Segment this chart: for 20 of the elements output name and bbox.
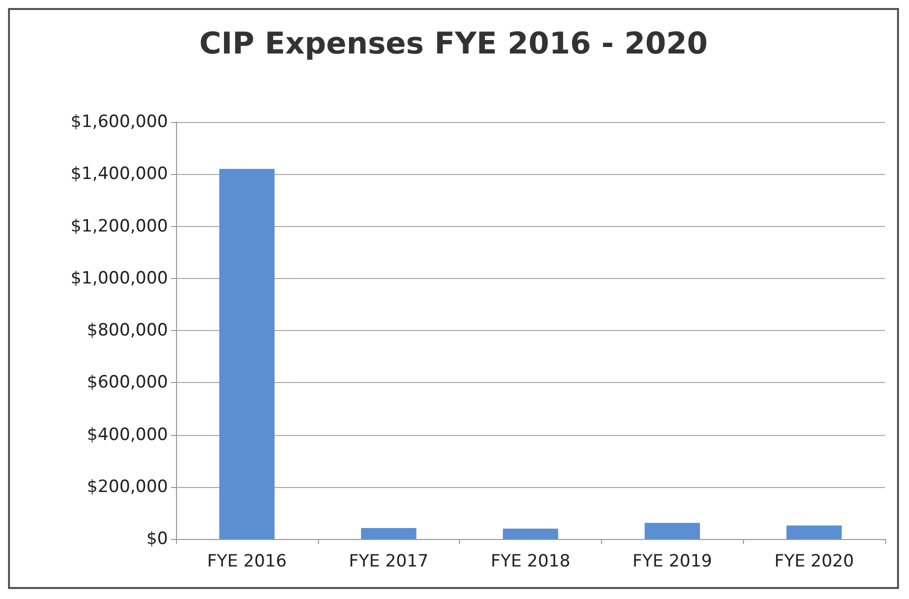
bar — [219, 168, 275, 539]
y-tick-label: $1,600,000 — [70, 112, 168, 132]
bar — [786, 525, 842, 539]
x-tick-label: FYE 2017 — [348, 552, 428, 572]
y-tick-label: $200,000 — [86, 476, 168, 497]
chart-title: CIP Expenses FYE 2016 - 2020 — [199, 26, 708, 62]
bar — [644, 522, 700, 539]
y-tick-label: $1,400,000 — [70, 164, 168, 184]
y-tick-label: $1,200,000 — [70, 216, 168, 236]
y-tick-label: $400,000 — [86, 424, 168, 445]
x-tick-label: FYE 2019 — [632, 552, 712, 572]
y-tick-label: $600,000 — [86, 372, 168, 393]
bar — [361, 528, 416, 539]
y-tick-label: $800,000 — [86, 320, 168, 340]
x-tick-label: FYE 2018 — [490, 552, 570, 572]
y-tick-label: $0 — [146, 529, 168, 549]
y-tick-label: $1,000,000 — [70, 268, 168, 288]
x-tick-label: FYE 2020 — [774, 552, 854, 572]
bar — [502, 528, 558, 539]
x-tick-label: FYE 2016 — [207, 552, 287, 572]
